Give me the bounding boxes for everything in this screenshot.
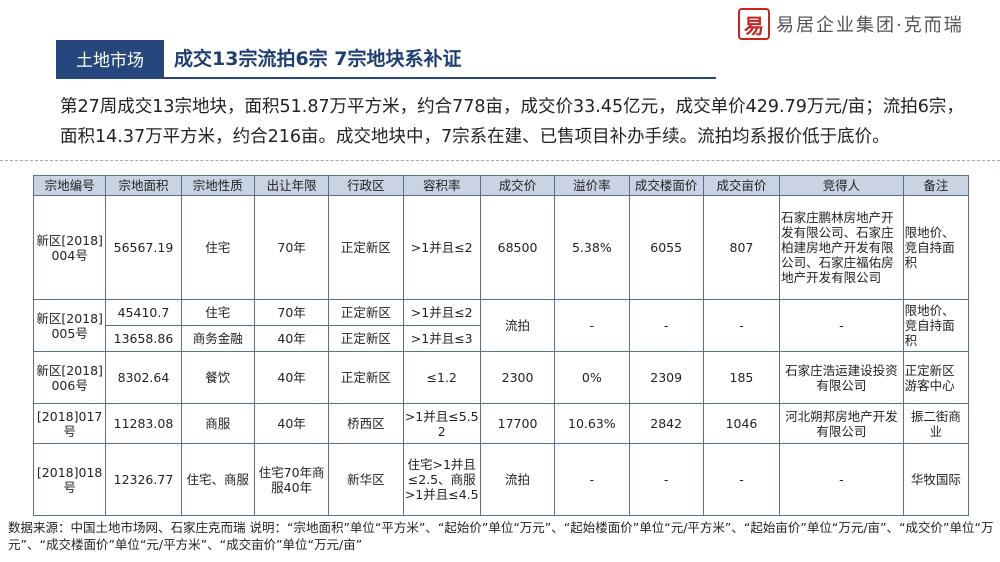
cell-premium: -	[554, 443, 630, 516]
cell-mu-price: 185	[702, 351, 781, 404]
cell-price: 流拍	[479, 299, 556, 352]
table-row: [2018]018号 12326.77 住宅、商服 住宅70年商服40年 新华区…	[32, 443, 970, 516]
col-header: 行政区	[328, 175, 404, 196]
col-header: 成交价	[479, 175, 556, 196]
table-row: 13658.86 商务金融 40年 正定新区 >1并且≤3	[34, 325, 969, 352]
cell-price: 17700	[479, 403, 556, 444]
cell-nature: 餐饮	[180, 351, 255, 404]
col-header: 成交楼面价	[628, 175, 704, 196]
table-row: [2018]017号 11283.08 商服 40年 桥西区 >1并且≤5.52…	[32, 403, 970, 444]
col-header: 出让年限	[253, 175, 330, 196]
cell-price: 2300	[479, 351, 556, 404]
cell-years: 70年	[253, 195, 330, 300]
cell-price: 流拍	[479, 443, 556, 516]
table-header-row: 宗地编号 宗地面积 宗地性质 出让年限 行政区 容积率 成交价 溢价率 成交楼面…	[32, 175, 970, 196]
cell-floor-price: -	[628, 443, 704, 516]
brand-seal-icon: 易	[738, 8, 770, 40]
cell-district: 正定新区	[328, 325, 404, 352]
table-row: 新区[2018]004号 56567.19 住宅 70年 正定新区 >1并且≤2…	[32, 195, 970, 300]
page-title: 成交13宗流拍6宗 7宗地块系补证	[174, 48, 462, 70]
cell-price: 68500	[479, 195, 556, 300]
cell-note: 限地价、竞自持面积	[902, 299, 970, 352]
cell-district: 正定新区	[328, 299, 404, 326]
col-header: 宗地面积	[105, 175, 182, 196]
cell-far: 住宅>1并且≤2.5、商服>1并且≤4.5	[402, 443, 481, 516]
cell-area: 13658.86	[105, 325, 182, 352]
cell-nature: 商服	[180, 403, 255, 444]
col-header: 宗地性质	[180, 175, 255, 196]
cell-years: 70年	[253, 299, 330, 326]
cell-floor-price: -	[628, 299, 704, 352]
cell-district: 桥西区	[328, 403, 404, 444]
land-deals-table: 宗地编号 宗地面积 宗地性质 出让年限 行政区 容积率 成交价 溢价率 成交楼面…	[32, 175, 970, 516]
cell-note: 华牧国际	[902, 443, 970, 516]
cell-years: 40年	[253, 351, 330, 404]
section-tag: 土地市场	[56, 40, 164, 76]
cell-code: 新区[2018]005号	[32, 299, 107, 352]
cell-premium: 0%	[554, 351, 630, 404]
cell-nature: 住宅、商服	[180, 443, 255, 516]
col-header: 竞得人	[779, 175, 904, 196]
cell-far: >1并且≤5.52	[402, 403, 481, 444]
cell-floor-price: 6055	[628, 195, 704, 300]
cell-code: [2018]018号	[32, 443, 107, 516]
cell-nature: 住宅	[180, 195, 255, 300]
cell-premium: 5.38%	[554, 195, 630, 300]
cell-area: 56567.19	[105, 195, 182, 300]
cell-note: 限地价、竞自持面积	[902, 195, 970, 300]
cell-far: >1并且≤2	[402, 299, 481, 326]
cell-code: [2018]017号	[32, 403, 107, 444]
cell-area: 45410.7	[105, 299, 182, 326]
cell-winner: -	[779, 299, 904, 352]
cell-nature: 商务金融	[180, 325, 255, 352]
cell-district: 新华区	[328, 443, 404, 516]
cell-area: 12326.77	[105, 443, 182, 516]
cell-winner: -	[779, 443, 904, 516]
cell-mu-price: 1046	[702, 403, 781, 444]
cell-far: >1并且≤3	[402, 325, 481, 352]
divider	[0, 160, 1000, 161]
cell-winner: 河北朔邦房地产开发有限公司	[779, 403, 904, 444]
cell-note: 正定新区游客中心	[902, 351, 970, 404]
brand-name: 易居企业集团·克而瑞	[776, 15, 964, 36]
cell-years: 住宅70年商服40年	[253, 443, 330, 516]
col-header: 溢价率	[554, 175, 630, 196]
col-header: 成交亩价	[702, 175, 781, 196]
cell-code: 新区[2018]004号	[32, 195, 107, 300]
cell-area: 11283.08	[105, 403, 182, 444]
col-header: 备注	[902, 175, 970, 196]
cell-far: ≤1.2	[402, 351, 481, 404]
cell-mu-price: -	[702, 443, 781, 516]
cell-floor-price: 2842	[628, 403, 704, 444]
title-underline	[56, 74, 716, 79]
cell-premium: -	[554, 299, 630, 352]
cell-winner: 石家庄浩运建设投资有限公司	[779, 351, 904, 404]
cell-mu-price: -	[702, 299, 781, 352]
brand-logo: 易 易居企业集团·克而瑞	[738, 6, 993, 42]
col-header: 容积率	[402, 175, 481, 196]
col-header: 宗地编号	[32, 175, 107, 196]
cell-nature: 住宅	[180, 299, 255, 326]
cell-area: 8302.64	[105, 351, 182, 404]
cell-years: 40年	[253, 325, 330, 352]
cell-mu-price: 807	[702, 195, 781, 300]
cell-district: 正定新区	[328, 195, 404, 300]
cell-district: 正定新区	[328, 351, 404, 404]
cell-note: 振二街商业	[902, 403, 970, 444]
cell-winner: 石家庄鹏林房地产开发有限公司、石家庄柏建房地产开发有限公司、石家庄福佑房地产开发…	[779, 195, 904, 300]
source-note: 数据来源：中国土地市场网、石家庄克而瑞 说明：“宗地面积”单位“平方米”、“起始…	[8, 520, 994, 552]
cell-floor-price: 2309	[628, 351, 704, 404]
summary-paragraph: 第27周成交13宗地块，面积51.87万平方米，约合778亩，成交价33.45亿…	[60, 97, 964, 147]
cell-far: >1并且≤2	[402, 195, 481, 300]
table-row: 新区[2018]005号 45410.7 住宅 70年 正定新区 >1并且≤2 …	[32, 299, 970, 352]
cell-code: 新区[2018]006号	[32, 351, 107, 404]
table-row: 新区[2018]006号 8302.64 餐饮 40年 正定新区 ≤1.2 23…	[32, 351, 970, 404]
cell-premium: 10.63%	[554, 403, 630, 444]
cell-years: 40年	[253, 403, 330, 444]
